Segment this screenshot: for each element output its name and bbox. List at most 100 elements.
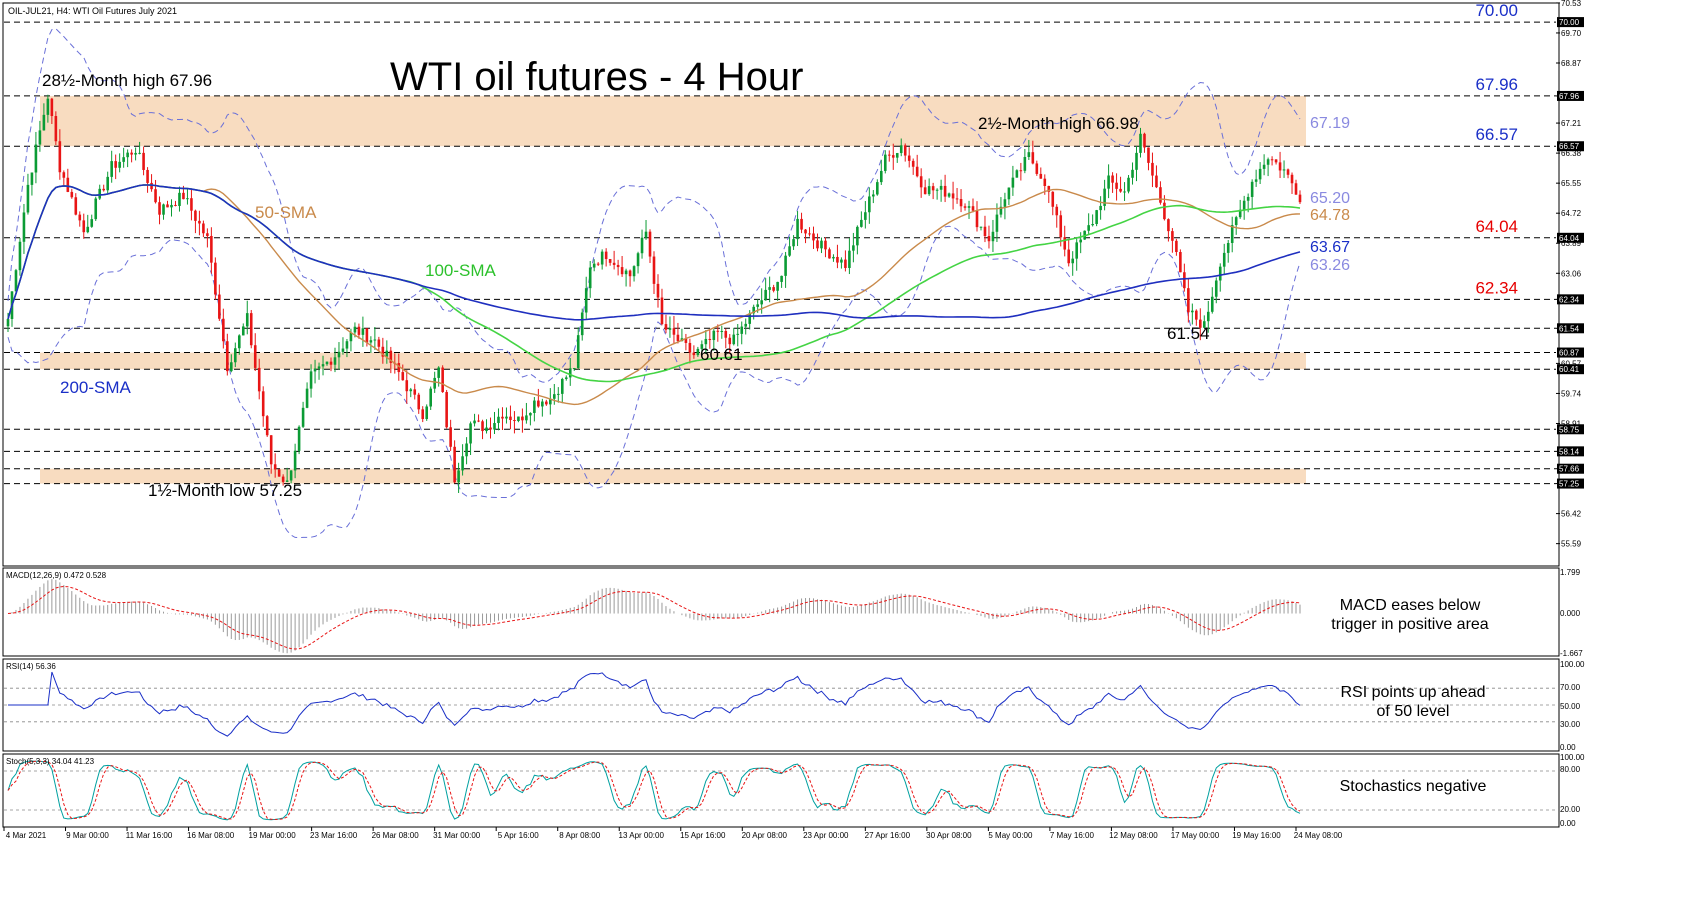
candle-body (959, 199, 963, 207)
candle-body (541, 401, 544, 407)
rsi-line (8, 671, 1301, 737)
candle-body (736, 333, 740, 335)
time-tick-label-13: 23 Apr 00:00 (803, 831, 849, 840)
candle-body (122, 157, 125, 162)
candle-body (720, 330, 724, 332)
candle-body (453, 446, 456, 483)
candle-body (784, 255, 787, 276)
candle-body (1258, 168, 1262, 180)
candle-body (26, 184, 30, 213)
candle-body (1214, 280, 1218, 297)
candle-body (704, 338, 708, 345)
time-tick-label-11: 15 Apr 16:00 (680, 831, 726, 840)
candle-body (832, 256, 835, 259)
candle-body (218, 294, 221, 319)
candle-body (1202, 321, 1206, 328)
candle-body (640, 237, 644, 254)
candle-body (1075, 242, 1078, 259)
candle-body (1151, 162, 1154, 176)
macd-layer (7, 579, 1301, 654)
candle-body (1039, 173, 1043, 179)
candle-body (6, 319, 10, 327)
time-tick-label-7: 31 Mar 00:00 (433, 831, 481, 840)
candle-body (632, 266, 636, 277)
axis-tag-box-1 (1557, 90, 1584, 101)
candle-body (744, 323, 748, 327)
candle-body (405, 380, 409, 392)
annotation-28-month-high: 28½-Month high 67.96 (42, 71, 212, 90)
candle-body (62, 172, 66, 178)
candle-body (138, 152, 141, 154)
price-tick-label-13: 59.74 (1561, 389, 1582, 398)
time-tick-label-9: 8 Apr 08:00 (559, 831, 600, 840)
candle-body (66, 177, 70, 192)
bollinger-upper (7, 28, 1301, 384)
candle-body (54, 116, 58, 142)
candle-body (628, 270, 632, 277)
candle-body (473, 420, 476, 424)
candle-body (513, 420, 516, 422)
candle-body (644, 231, 648, 238)
candle-body (1071, 258, 1075, 264)
price-tick-label-5: 66.38 (1561, 149, 1582, 158)
annotation-2-month-high: 2½-Month high 66.98 (978, 114, 1139, 133)
candle-body (1135, 152, 1138, 170)
candle-body (1011, 177, 1015, 188)
candle-body (329, 361, 333, 365)
candle-body (441, 367, 444, 393)
candle-body (1159, 187, 1162, 203)
axis-tag-label-9: 58.14 (1559, 447, 1580, 456)
candle-body (1123, 191, 1126, 193)
candle-body (249, 313, 253, 346)
candle-body (1191, 310, 1194, 313)
annotation-61-54: 61.54 (1167, 324, 1210, 343)
candle-body (852, 245, 855, 251)
candle-body (182, 192, 185, 200)
candle-body (1195, 310, 1198, 320)
candle-body (529, 412, 532, 416)
candle-body (98, 188, 102, 199)
candle-body (245, 313, 249, 327)
candle-body (1155, 175, 1158, 188)
candle-body (923, 187, 927, 195)
candle-body (82, 220, 86, 233)
candle-body (804, 229, 807, 234)
candle-body (230, 362, 233, 372)
rsi-tick-0: 0.00 (1560, 743, 1576, 752)
candle-body (301, 407, 305, 427)
candle-body (1262, 164, 1266, 169)
price-tick-label-2: 68.87 (1561, 59, 1582, 68)
time-tick-label-0: 4 Mar 2021 (6, 831, 47, 840)
upper-band-value: 67.19 (1310, 115, 1350, 132)
candle-body (305, 388, 309, 408)
candle-body (580, 312, 584, 336)
candle-body (409, 389, 413, 392)
candle-body (1047, 185, 1051, 192)
candle-body (46, 98, 50, 115)
candle-body (939, 185, 943, 190)
candle-body (106, 176, 109, 191)
candle-body (1087, 225, 1090, 231)
candle-body (1294, 183, 1298, 195)
candles-layer (6, 94, 1302, 493)
candle-body (800, 218, 803, 230)
price-tick-label-18: 56.42 (1561, 510, 1582, 519)
candle-body (1242, 200, 1246, 210)
candle-body (1127, 177, 1130, 192)
candle-body (449, 427, 452, 447)
candle-body (672, 328, 676, 335)
candle-body (907, 155, 911, 161)
axis-tag-label-2: 66.57 (1559, 142, 1580, 151)
candle-body (333, 357, 337, 365)
candle-body (110, 161, 113, 177)
time-tick-label-6: 26 Mar 08:00 (372, 831, 420, 840)
candle-body (776, 281, 779, 291)
candle-body (688, 342, 692, 353)
candle-body (955, 198, 959, 200)
candle-body (692, 352, 696, 356)
candle-body (716, 330, 720, 332)
candle-body (1286, 169, 1290, 175)
candle-body (114, 161, 117, 168)
time-tick-label-20: 19 May 16:00 (1232, 831, 1281, 840)
candle-body (86, 226, 90, 233)
